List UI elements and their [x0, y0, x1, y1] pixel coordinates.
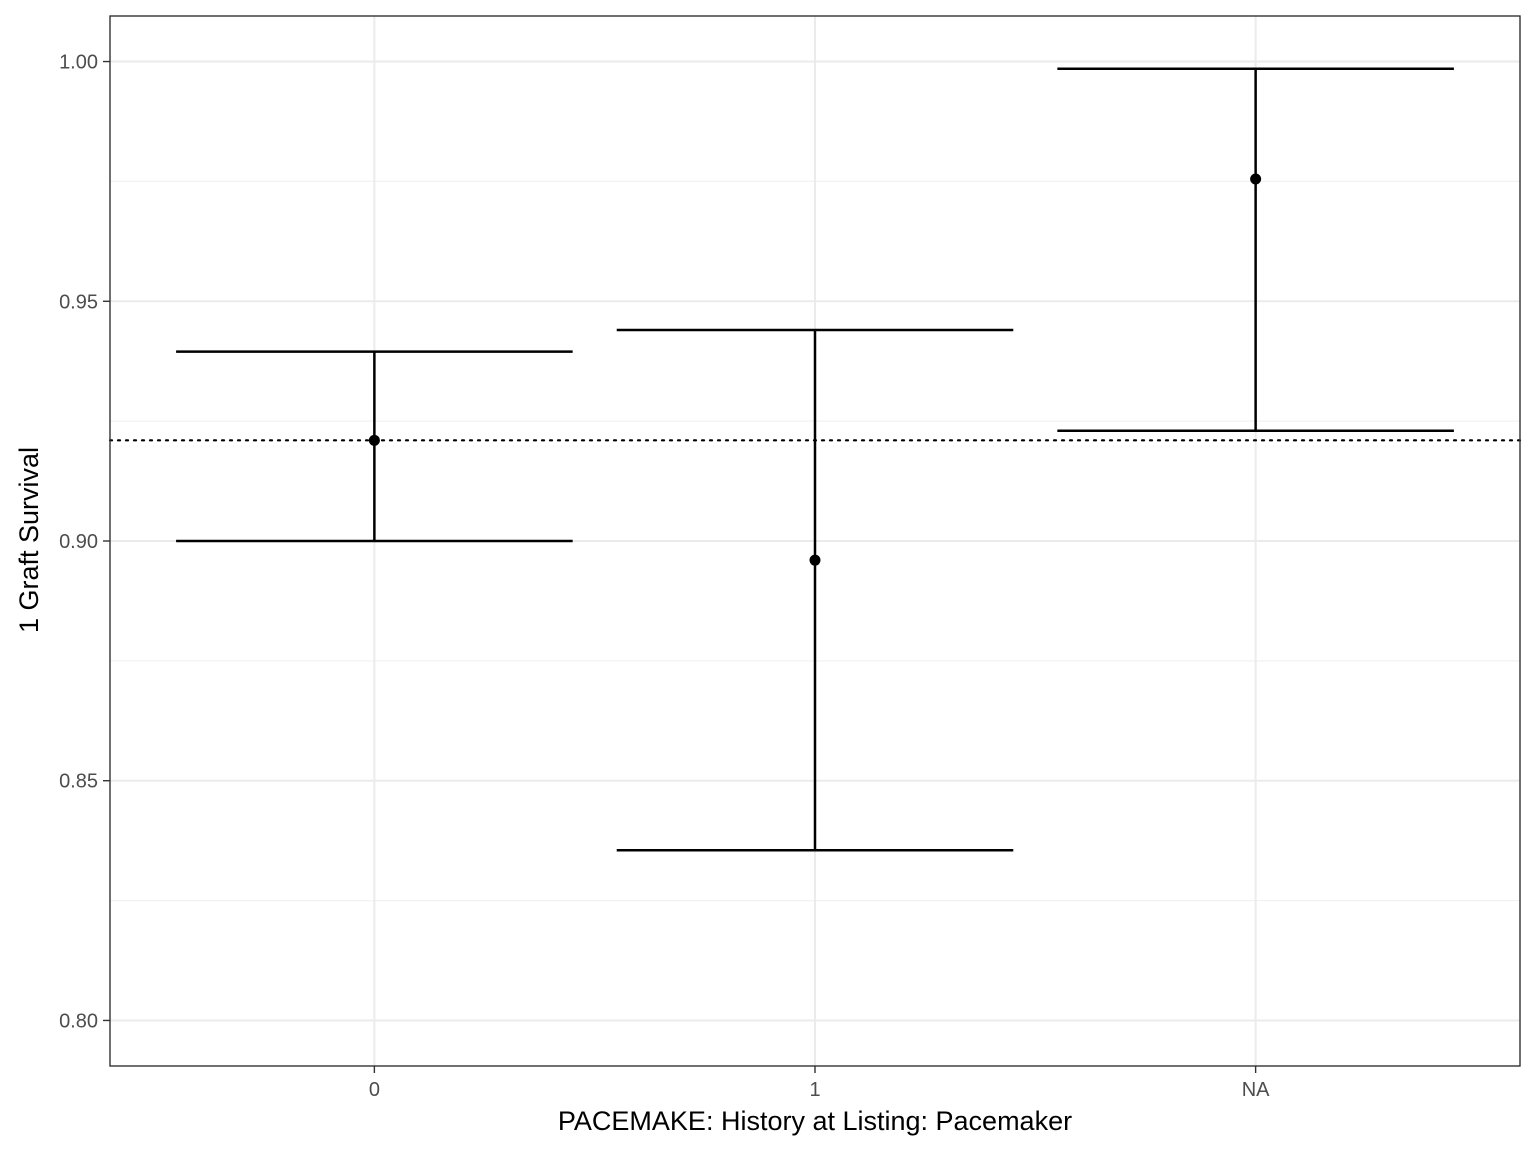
y-axis: 0.80 0.85 0.90 0.95 1.00 — [59, 52, 110, 1032]
errorbar-NA — [1057, 67, 1454, 432]
x-tick-label: 1 — [809, 1079, 820, 1101]
y-axis-title: 1 Graft Survival — [14, 447, 44, 633]
x-axis-title: PACEMAKE: History at Listing: Pacemaker — [558, 1106, 1072, 1136]
estimate-point — [368, 434, 380, 446]
estimate-point — [809, 554, 821, 566]
y-tick-label: 0.85 — [59, 771, 98, 793]
marks — [176, 67, 1454, 852]
estimate-point — [1250, 173, 1262, 185]
y-tick-label: 0.80 — [59, 1010, 98, 1032]
errorbar-1 — [616, 328, 1014, 852]
x-axis: 0 1 NA — [369, 1066, 1270, 1101]
y-tick-label: 0.90 — [59, 531, 98, 553]
y-tick-label: 1.00 — [59, 52, 98, 74]
x-tick-label: 0 — [369, 1079, 380, 1101]
y-tick-label: 0.95 — [59, 291, 98, 313]
errorbar-0 — [176, 350, 573, 543]
x-tick-label: NA — [1242, 1079, 1270, 1101]
